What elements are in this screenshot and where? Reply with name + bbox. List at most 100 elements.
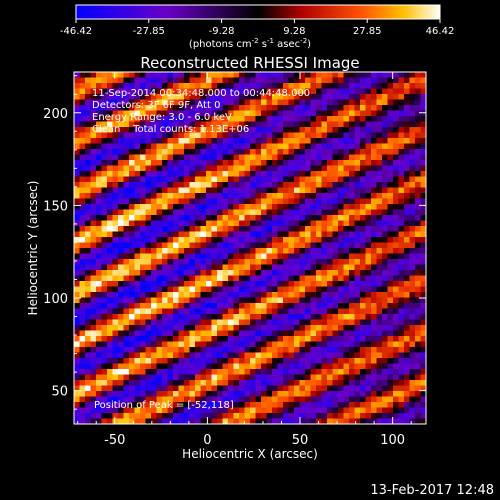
heatmap-cell	[398, 330, 405, 337]
heatmap-cell	[96, 253, 103, 260]
heatmap-cell	[140, 418, 147, 424]
heatmap-cell	[184, 358, 191, 365]
heatmap-cell	[228, 352, 235, 359]
heatmap-cell	[349, 396, 356, 403]
heatmap-cell	[140, 341, 147, 348]
heatmap-cell	[173, 77, 180, 84]
heatmap-cell	[349, 83, 356, 90]
heatmap-cell	[349, 418, 356, 424]
heatmap-cell	[90, 297, 97, 304]
heatmap-cell	[195, 193, 202, 200]
heatmap-cell	[178, 308, 185, 315]
heatmap-cell	[123, 380, 130, 387]
heatmap-cell	[393, 72, 400, 79]
heatmap-cell	[316, 330, 323, 337]
heatmap-cell	[299, 127, 306, 134]
heatmap-cell	[376, 198, 383, 205]
heatmap-cell	[420, 341, 426, 348]
heatmap-cell	[244, 336, 251, 343]
heatmap-cell	[398, 209, 405, 216]
heatmap-cell	[101, 132, 108, 139]
heatmap-cell	[250, 220, 257, 227]
heatmap-cell	[343, 198, 350, 205]
heatmap-cell	[382, 402, 389, 409]
heatmap-cell	[261, 363, 268, 370]
heatmap-cell	[74, 193, 81, 200]
heatmap-cell	[101, 374, 108, 381]
heatmap-cell	[415, 341, 422, 348]
heatmap-cell	[321, 220, 328, 227]
heatmap-cell	[90, 330, 97, 337]
heatmap-cell	[167, 171, 174, 178]
heatmap-cell	[118, 275, 125, 282]
heatmap-cell	[145, 292, 152, 299]
heatmap-cell	[228, 380, 235, 387]
x-axis-label: Heliocentric X (arcsec)	[182, 447, 318, 461]
heatmap-cell	[173, 220, 180, 227]
heatmap-cell	[96, 160, 103, 167]
heatmap-cell	[206, 116, 213, 123]
heatmap-cell	[332, 275, 339, 282]
heatmap-cell	[173, 110, 180, 117]
heatmap-cell	[156, 154, 163, 161]
heatmap-cell	[228, 127, 235, 134]
heatmap-cell	[156, 380, 163, 387]
heatmap-cell	[134, 99, 141, 106]
heatmap-cell	[129, 160, 136, 167]
heatmap-cell	[398, 94, 405, 101]
heatmap-cell	[365, 88, 372, 95]
heatmap-cell	[200, 138, 207, 145]
heatmap-cell	[250, 286, 257, 293]
heatmap-cell	[376, 204, 383, 211]
heatmap-cell	[354, 127, 361, 134]
heatmap-cell	[338, 231, 345, 238]
heatmap-cell	[244, 380, 251, 387]
heatmap-cell	[101, 347, 108, 354]
heatmap-cell	[162, 198, 169, 205]
heatmap-cell	[365, 204, 372, 211]
heatmap-cell	[332, 77, 339, 84]
heatmap-cell	[140, 325, 147, 332]
heatmap-cell	[277, 418, 284, 424]
heatmap-cell	[167, 275, 174, 282]
heatmap-cell	[393, 319, 400, 326]
heatmap-cell	[195, 297, 202, 304]
heatmap-cell	[288, 413, 295, 420]
heatmap-cell	[409, 341, 416, 348]
heatmap-cell	[107, 259, 114, 266]
heatmap-cell	[162, 226, 169, 233]
heatmap-cell	[316, 171, 323, 178]
heatmap-cell	[211, 374, 218, 381]
heatmap-cell	[228, 182, 235, 189]
heatmap-cell	[283, 259, 290, 266]
heatmap-cell	[283, 143, 290, 150]
heatmap-cell	[332, 347, 339, 354]
heatmap-cell	[365, 281, 372, 288]
heatmap-cell	[343, 121, 350, 128]
heatmap-cell	[332, 336, 339, 343]
heatmap-cell	[409, 99, 416, 106]
heatmap-cell	[404, 226, 411, 233]
heatmap-cell	[283, 319, 290, 326]
heatmap-cell	[156, 402, 163, 409]
heatmap-cell	[343, 248, 350, 255]
heatmap-cell	[195, 176, 202, 183]
heatmap-cell	[96, 143, 103, 150]
peak-position-text: Position of Peak = [-52,118]	[94, 400, 234, 411]
heatmap-cell	[283, 138, 290, 145]
heatmap-cell	[167, 165, 174, 172]
heatmap-cell	[404, 176, 411, 183]
heatmap-cell	[420, 402, 426, 409]
heatmap-cell	[338, 369, 345, 376]
heatmap-cell	[123, 281, 130, 288]
heatmap-cell	[393, 132, 400, 139]
heatmap-cell	[167, 264, 174, 271]
heatmap-cell	[167, 396, 174, 403]
heatmap-cell	[321, 292, 328, 299]
heatmap-cell	[332, 83, 339, 90]
heatmap-cell	[283, 116, 290, 123]
heatmap-cell	[360, 242, 367, 249]
heatmap-cell	[173, 341, 180, 348]
heatmap-cell	[101, 187, 108, 194]
heatmap-cell	[79, 270, 86, 277]
